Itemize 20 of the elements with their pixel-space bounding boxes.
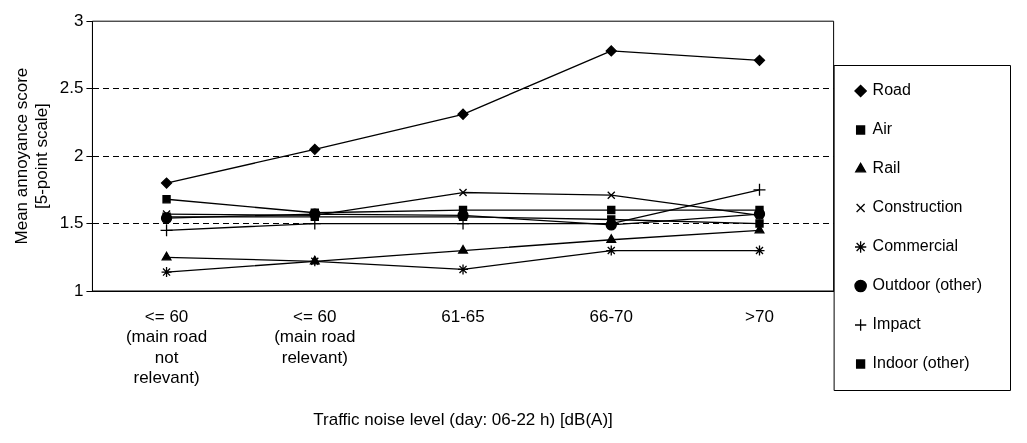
legend-label: Commercial (872, 237, 958, 255)
x-tick-label: >70 (745, 306, 774, 326)
x-axis-title: Traffic noise level (day: 06-22 h) [dB(A)] (313, 410, 613, 430)
legend-label: Road (872, 81, 911, 99)
x-tick-label: 61-65 (441, 306, 485, 326)
y-tick-label: 2.5 (59, 78, 84, 98)
y-tick-label: 2 (73, 145, 84, 165)
legend-label: Air (872, 120, 893, 138)
y-tick-label: 1 (73, 280, 84, 300)
x-tick-label: <= 60 (main road relevant) (274, 306, 356, 367)
y-tick-label: 1.5 (59, 213, 84, 233)
x-tick-label: <= 60 (main road not relevant) (125, 306, 208, 388)
y-axis-title: Mean annoyance score [5-point scale] (11, 67, 52, 245)
legend-label: Indoor (other) (872, 354, 970, 372)
y-tick-label: 3 (73, 10, 84, 30)
legend-label: Outdoor (other) (872, 276, 983, 294)
legend-label: Rail (872, 159, 901, 177)
legend-label: Construction (872, 198, 963, 216)
legend-label: Impact (872, 315, 922, 333)
x-tick-label: 66-70 (589, 306, 633, 326)
